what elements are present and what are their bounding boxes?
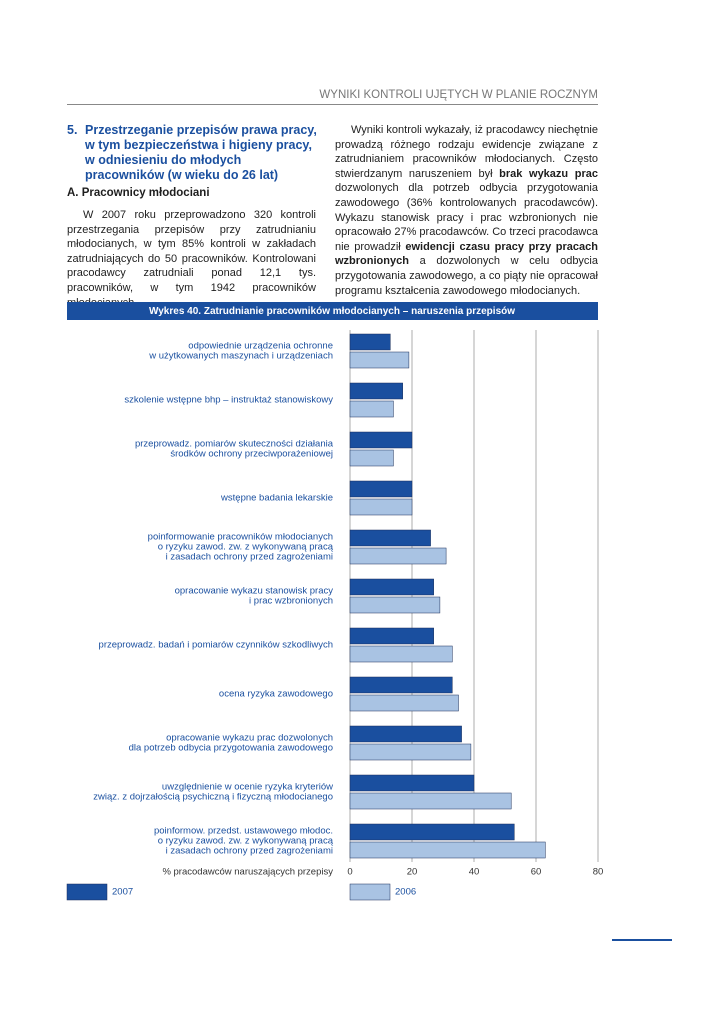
category-label: ocena ryzyka zawodowego [219, 689, 333, 700]
running-header: WYNIKI KONTROLI UJĘTYCH W PLANIE ROCZNYM [67, 89, 598, 105]
category-label: odpowiednie urządzenia ochronne [188, 341, 333, 352]
paragraph: Wyniki kontroli wykazały, iż pracodawcy … [335, 123, 598, 298]
legend-swatch [66, 883, 108, 901]
category-label: i zasadach ochrony przed zagrożeniami [166, 846, 333, 857]
subsection-heading: A. Pracownicy młodociani [67, 187, 210, 199]
category-label: i prac wzbronionych [249, 596, 333, 607]
bar [349, 823, 515, 841]
bar [349, 676, 453, 694]
bar [349, 694, 459, 712]
chart-title-bar [67, 302, 598, 320]
category-label: poinformowanie pracowników młodocianych [148, 532, 333, 543]
bar [349, 449, 394, 467]
category-label: opracowanie wykazu prac dozwolonych [166, 733, 333, 744]
category-label: środków ochrony przeciwporażeniowej [170, 449, 333, 460]
bar [349, 480, 413, 498]
category-label: o ryzyku zawod. zw. z wykonywaną pracą [158, 836, 334, 847]
section-title: Przestrzeganie przepisów prawa pracy, w … [85, 123, 317, 182]
bar [349, 596, 441, 614]
category-label: dla potrzeb odbycia przygotowania zawodo… [129, 743, 333, 754]
legend-label: 2006 [395, 887, 416, 898]
category-label: o ryzyku zawod. zw. z wykonywaną pracą [158, 542, 334, 553]
bar [349, 400, 394, 418]
category-label: opracowanie wykazu stanowisk pracy [175, 586, 334, 597]
text: Wyniki kontroli wykazały, iż pracodawcy … [335, 124, 598, 180]
x-tick-label: 80 [593, 867, 604, 878]
category-label: i zasadach ochrony przed zagrożeniami [166, 552, 333, 563]
text: dozwolonych dla potrzeb odbycia przygoto… [335, 182, 598, 253]
bar [349, 725, 462, 743]
category-label: przeprowadz. pomiarów skuteczności dział… [135, 439, 334, 450]
bar [349, 645, 453, 663]
section-number: 5. [67, 123, 78, 137]
bold-text: brak wykazu prac [499, 167, 598, 180]
x-axis-label: % pracodawców naruszających przepisy [162, 867, 333, 878]
x-tick-label: 0 [347, 867, 352, 878]
text: a dozwolonych w celu odbycia przygotowan… [335, 255, 598, 297]
bar [349, 841, 546, 859]
legend-swatch [349, 883, 391, 901]
bar [349, 498, 413, 516]
bar [349, 774, 475, 792]
category-label: w użytkowanych maszynach i urządzeniach [148, 351, 333, 362]
x-tick-label: 20 [407, 867, 418, 878]
category-label: związ. z dojrzałością psychiczną i fizyc… [93, 792, 333, 803]
category-label: wstępne badania lekarskie [220, 493, 333, 504]
bar [349, 431, 413, 449]
bold-text: ewidencji czasu pracy przy pracach wzbro… [335, 240, 598, 268]
bar [349, 529, 431, 547]
footer-rule [612, 939, 672, 941]
bar [349, 627, 434, 645]
paragraph: W 2007 roku przeprowadzono 320 kontroli … [67, 209, 316, 309]
bar [349, 333, 391, 351]
category-label: poinformow. przedst. ustawowego młodoc. [154, 826, 333, 837]
x-tick-label: 40 [469, 867, 480, 878]
category-label: szkolenie wstępne bhp – instruktaż stano… [124, 395, 333, 406]
bar [349, 547, 447, 565]
x-tick-label: 60 [531, 867, 542, 878]
section-heading: 5. Przestrzeganie przepisów prawa pracy,… [67, 123, 317, 183]
bar [349, 578, 434, 596]
chart-title: Wykres 40. Zatrudnianie pracowników młod… [149, 306, 515, 317]
category-label: uwzględnienie w ocenie ryzyka kryteriów [162, 782, 333, 793]
bar [349, 351, 410, 369]
bar [349, 792, 512, 810]
category-label: przeprowadz. badań i pomiarów czynników … [99, 640, 333, 651]
legend-label: 2007 [112, 887, 133, 898]
bar [349, 382, 403, 400]
bar [349, 743, 472, 761]
